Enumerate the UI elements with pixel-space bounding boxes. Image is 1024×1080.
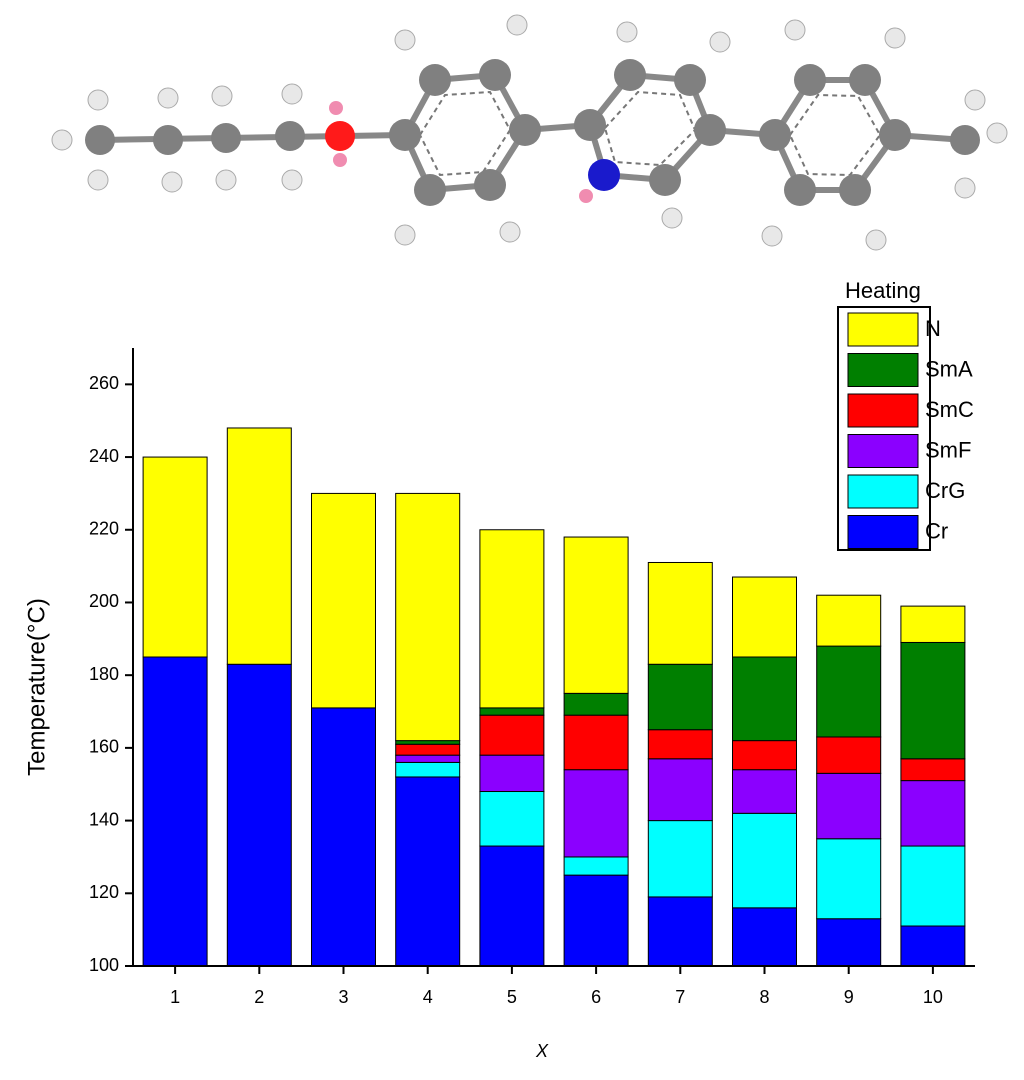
bar-segment (563, 874, 629, 967)
bar-segment (732, 812, 797, 909)
bar-segment (732, 576, 797, 658)
bar-segment (816, 838, 882, 920)
legend-box (837, 306, 931, 551)
bar-segment (900, 780, 966, 847)
x-tick-label: 2 (254, 987, 264, 1007)
x-tick-label: 10 (923, 987, 943, 1007)
bar-segment (479, 791, 545, 847)
bar-segment (563, 536, 629, 694)
legend-swatch (847, 393, 919, 428)
x-tick-label: 4 (423, 987, 433, 1007)
y-tick-label: 140 (89, 809, 119, 829)
bar-segment (395, 740, 461, 745)
y-tick-label: 120 (89, 882, 119, 902)
bar-segment (395, 743, 461, 756)
bar-segment (563, 692, 629, 716)
molecule (51, 14, 1008, 251)
bar-segment (479, 714, 545, 756)
bar-segment (900, 641, 966, 760)
x-tick-label: 3 (338, 987, 348, 1007)
legend-swatch (847, 312, 919, 347)
bar-segment (395, 776, 461, 967)
bar-segment (647, 896, 713, 967)
bar-segment (816, 645, 882, 738)
bar-segment (900, 758, 966, 782)
x-tick-label: 9 (844, 987, 854, 1007)
bar-segment (732, 740, 797, 771)
legend-swatch (847, 515, 919, 549)
bar-segment (563, 769, 629, 858)
legend-swatch (847, 434, 919, 468)
x-tick-label: 5 (507, 987, 517, 1007)
bar-segment (732, 656, 797, 742)
bar-segment (479, 529, 545, 709)
legend-swatch (847, 353, 919, 387)
bar-segment (395, 492, 461, 742)
y-tick-label: 160 (89, 737, 119, 757)
y-tick-label: 180 (89, 664, 119, 684)
bar-segment (816, 918, 882, 967)
bar-segment (479, 754, 545, 793)
bar-segment (479, 845, 545, 967)
y-tick-label: 220 (89, 519, 119, 539)
bar-segment (816, 736, 882, 774)
legend-title: Heating (845, 278, 921, 303)
x-tick-label: 1 (170, 987, 180, 1007)
bar-segment (479, 707, 545, 716)
bar-segment (647, 663, 713, 731)
y-tick-label: 100 (89, 955, 119, 975)
x-tick-label: 7 (675, 987, 685, 1007)
y-tick-label: 240 (89, 446, 119, 466)
bar-segment (816, 772, 882, 840)
bar-segment (647, 820, 713, 898)
y-tick-label: 260 (89, 373, 119, 393)
legend-label: Cr (925, 518, 948, 543)
legend-label: N (925, 316, 941, 341)
x-tick-label: 8 (759, 987, 769, 1007)
legend-label: SmC (925, 397, 974, 422)
bar-segment (226, 427, 292, 665)
bar-segment (647, 758, 713, 822)
bar-segment (900, 605, 966, 643)
legend-label: SmA (925, 356, 973, 381)
bar-segment (142, 656, 208, 967)
legend-label: CrG (925, 478, 965, 503)
bar-segment (732, 907, 797, 967)
bar-segment (395, 761, 461, 778)
y-axis-label: Temperature(°C) (23, 598, 50, 776)
y-tick-label: 200 (89, 591, 119, 611)
bar-segment (647, 729, 713, 760)
bar-segment (142, 456, 208, 658)
legend-label: SmF (925, 437, 971, 462)
bar-segment (900, 845, 966, 927)
bar-segment (816, 594, 882, 647)
legend-swatch (847, 474, 919, 509)
bar-segment (311, 492, 376, 709)
x-axis-label: X (535, 1041, 549, 1061)
bar-segment (900, 925, 966, 967)
x-tick-label: 6 (591, 987, 601, 1007)
bar-segment (563, 714, 629, 771)
chart: 1 2 3 4 5 6 7 8 9 10 100 120 140 160 180 200 220 240 260 Te… (23, 278, 975, 1061)
bar-segment (563, 856, 629, 876)
bar-segment (226, 663, 292, 967)
bar-segment (311, 707, 376, 967)
bar-segment (732, 769, 797, 814)
bar-segment (647, 561, 713, 665)
bar-segment (395, 754, 461, 763)
